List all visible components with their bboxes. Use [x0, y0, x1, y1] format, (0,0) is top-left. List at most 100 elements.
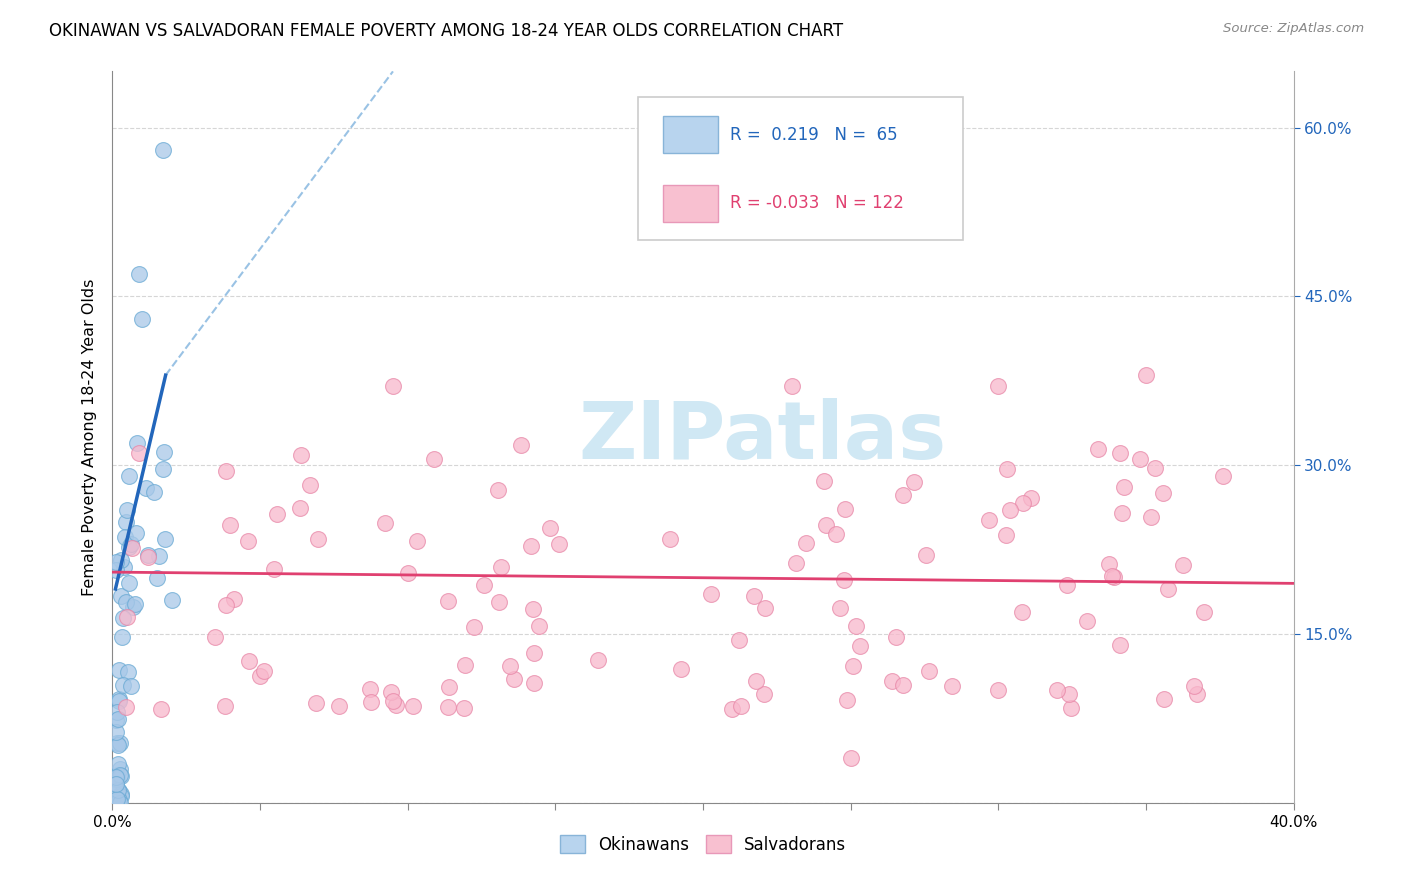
Point [1212, 468, 1234, 483]
Y-axis label: Female Poverty Among 18-24 Year Olds: Female Poverty Among 18-24 Year Olds [82, 278, 97, 596]
Text: R = -0.033   N = 122: R = -0.033 N = 122 [730, 194, 904, 212]
Text: Source: ZipAtlas.com: Source: ZipAtlas.com [1223, 22, 1364, 36]
Point [290, 501, 312, 516]
Point [125, 525, 148, 540]
Point [136, 548, 159, 562]
Point [128, 267, 150, 281]
Point [987, 379, 1010, 393]
Point [794, 536, 817, 550]
Point [298, 477, 321, 491]
Point [160, 593, 183, 607]
Point [918, 664, 941, 678]
Point [1011, 605, 1033, 619]
Point [107, 738, 129, 752]
Point [111, 630, 134, 644]
Point [1139, 509, 1161, 524]
Text: OKINAWAN VS SALVADORAN FEMALE POVERTY AMONG 18-24 YEAR OLDS CORRELATION CHART: OKINAWAN VS SALVADORAN FEMALE POVERTY AM… [49, 22, 844, 40]
Point [114, 595, 136, 609]
Point [236, 533, 259, 548]
Point [785, 556, 807, 570]
Point [1173, 558, 1195, 573]
Point [700, 587, 723, 601]
FancyBboxPatch shape [662, 186, 718, 222]
Point [107, 782, 129, 797]
Point [263, 562, 285, 576]
Point [548, 537, 571, 551]
Point [437, 680, 460, 694]
Point [121, 541, 143, 555]
Point [104, 724, 127, 739]
Point [110, 789, 132, 803]
Point [1060, 701, 1083, 715]
Point [384, 698, 406, 712]
Point [118, 540, 141, 554]
Point [489, 559, 512, 574]
Point [381, 693, 404, 707]
Point [105, 563, 128, 577]
Point [1194, 605, 1216, 619]
Point [658, 533, 681, 547]
Point [110, 787, 132, 801]
Point [754, 600, 776, 615]
Point [266, 508, 288, 522]
Point [249, 668, 271, 682]
Point [118, 468, 141, 483]
Point [903, 475, 925, 489]
Point [224, 592, 246, 607]
Point [142, 485, 165, 500]
Point [1057, 687, 1080, 701]
Point [108, 736, 131, 750]
Point [120, 679, 142, 693]
Point [149, 702, 172, 716]
Point [108, 763, 131, 777]
Point [523, 676, 546, 690]
Point [112, 560, 135, 574]
Point [105, 705, 128, 719]
Point [107, 793, 129, 807]
Point [437, 700, 460, 714]
Point [111, 611, 134, 625]
Point [995, 528, 1018, 542]
Point [1087, 442, 1109, 457]
Point [842, 659, 865, 673]
Point [122, 599, 145, 614]
Point [815, 517, 838, 532]
Point [214, 598, 236, 612]
Point [523, 646, 546, 660]
Point [115, 609, 138, 624]
Point [437, 594, 460, 608]
Point [1101, 569, 1123, 583]
Point [382, 379, 405, 393]
Point [308, 532, 330, 546]
Point [398, 566, 420, 581]
Point [453, 701, 475, 715]
Point [107, 712, 129, 726]
Point [104, 770, 127, 784]
Point [1111, 507, 1133, 521]
Point [891, 678, 914, 692]
Point [131, 312, 153, 326]
Point [253, 664, 276, 678]
Point [108, 768, 131, 782]
Point [522, 601, 544, 615]
Point [998, 503, 1021, 517]
Point [218, 517, 240, 532]
Point [105, 770, 128, 784]
Point [114, 530, 136, 544]
Point [752, 687, 775, 701]
Point [153, 445, 176, 459]
Point [1109, 446, 1132, 460]
Point [1112, 480, 1135, 494]
Point [117, 503, 138, 517]
Point [1182, 679, 1205, 693]
Point [979, 513, 1001, 527]
Point [721, 702, 744, 716]
Point [669, 662, 692, 676]
Point [742, 589, 765, 603]
Point [835, 693, 858, 707]
Point [1157, 582, 1180, 596]
Point [115, 516, 138, 530]
Point [839, 751, 862, 765]
Point [110, 589, 132, 603]
Point [108, 793, 131, 807]
